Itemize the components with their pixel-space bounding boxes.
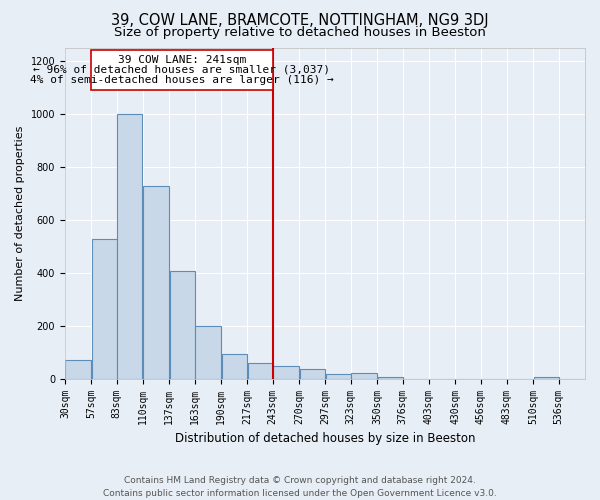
Bar [221,354,247,378]
Bar [351,374,377,378]
Bar [143,186,169,378]
Bar [65,360,91,378]
Text: 39, COW LANE, BRAMCOTE, NOTTINGHAM, NG9 3DJ: 39, COW LANE, BRAMCOTE, NOTTINGHAM, NG9 … [111,12,489,28]
Bar [117,114,142,378]
Bar [273,366,299,378]
Bar [195,326,221,378]
FancyBboxPatch shape [91,50,273,90]
Bar [299,370,325,378]
Bar [170,272,195,378]
Text: Contains HM Land Registry data © Crown copyright and database right 2024.
Contai: Contains HM Land Registry data © Crown c… [103,476,497,498]
Bar [326,374,351,378]
Y-axis label: Number of detached properties: Number of detached properties [15,126,25,301]
Bar [248,363,273,378]
Text: 39 COW LANE: 241sqm: 39 COW LANE: 241sqm [118,55,246,65]
Text: 4% of semi-detached houses are larger (116) →: 4% of semi-detached houses are larger (1… [30,74,334,85]
Bar [92,239,117,378]
X-axis label: Distribution of detached houses by size in Beeston: Distribution of detached houses by size … [175,432,475,445]
Text: ← 96% of detached houses are smaller (3,037): ← 96% of detached houses are smaller (3,… [34,64,331,74]
Text: Size of property relative to detached houses in Beeston: Size of property relative to detached ho… [114,26,486,39]
